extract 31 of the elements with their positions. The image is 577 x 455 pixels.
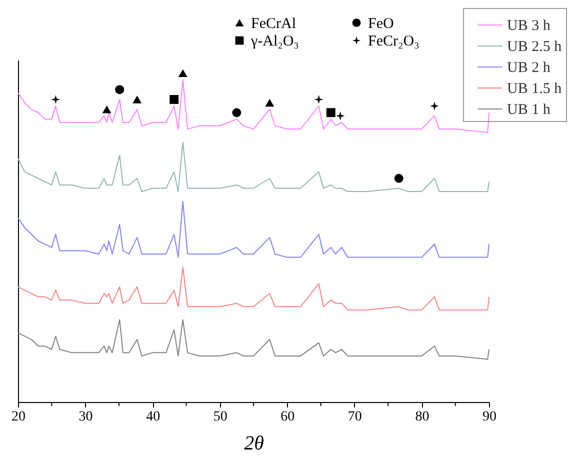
point — [394, 174, 404, 183]
legend-label: UB 2.5 h — [507, 39, 562, 55]
x-tick-label: 20 — [12, 410, 26, 424]
point — [178, 69, 188, 78]
point — [115, 85, 124, 94]
x-axis-title: 2θ — [244, 432, 264, 454]
legend-label: UB 1.5 h — [507, 81, 562, 97]
point — [102, 105, 112, 114]
point — [170, 94, 179, 104]
x-tick-label: 50 — [213, 410, 228, 424]
legend-label: UB 1 h — [507, 102, 551, 118]
x-tick-label: 40 — [146, 410, 160, 424]
point — [314, 94, 324, 104]
point — [326, 108, 336, 118]
point — [132, 96, 142, 104]
x-tick-label: 60 — [280, 410, 295, 424]
point — [336, 111, 345, 120]
point — [51, 94, 60, 104]
legend-label: UB 3 h — [507, 18, 551, 34]
legend-label: UB 2 h — [507, 60, 551, 76]
legend-label: FeO — [368, 16, 394, 32]
legend-label: FeCrAl — [251, 16, 296, 32]
legend-label: γ-Al₂O₃ — [250, 34, 299, 50]
point — [232, 108, 242, 118]
legend-label: FeCr₂O₃ — [368, 34, 420, 50]
x-tick-label: 70 — [348, 410, 362, 424]
x-tick-label: 30 — [78, 410, 93, 424]
x-tick-label: 80 — [415, 410, 430, 424]
point — [430, 102, 439, 111]
point — [265, 98, 274, 107]
x-tick-label: 90 — [482, 410, 496, 424]
